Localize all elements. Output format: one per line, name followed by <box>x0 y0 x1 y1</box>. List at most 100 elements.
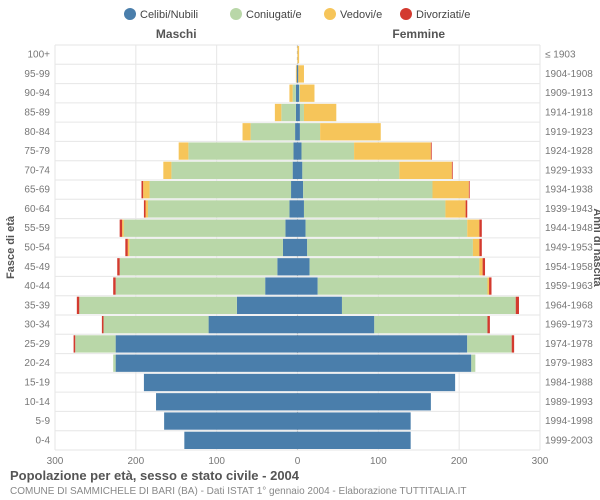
female-bar-v <box>320 123 381 140</box>
female-bar-v <box>354 142 431 159</box>
male-bar-c <box>144 374 298 391</box>
male-bar-c <box>296 85 298 102</box>
female-header: Femmine <box>392 27 445 41</box>
age-label: 15-19 <box>24 378 50 389</box>
age-label: 75-79 <box>24 146 50 157</box>
female-bar-v <box>304 104 336 121</box>
female-bar-c <box>298 335 468 352</box>
male-bar-d <box>120 220 122 237</box>
left-axis-title: Fasce di età <box>5 215 17 279</box>
female-bar-c <box>298 220 306 237</box>
age-label: 90-94 <box>24 88 50 99</box>
male-bar-c <box>164 412 297 429</box>
x-tick: 100 <box>208 456 225 467</box>
male-bar-c <box>296 104 298 121</box>
male-bar-m <box>113 355 115 372</box>
female-bar-v <box>399 162 452 179</box>
female-bar-c <box>298 162 303 179</box>
male-bar-m <box>129 239 283 256</box>
male-header: Maschi <box>156 27 197 41</box>
female-bar-m <box>310 258 480 275</box>
female-bar-v <box>479 258 482 275</box>
legend-conj-label: Coniugati/e <box>246 9 302 21</box>
male-bar-m <box>293 85 296 102</box>
x-tick: 200 <box>451 456 468 467</box>
year-label: 1909-1913 <box>545 88 593 99</box>
female-bar-m <box>302 142 355 159</box>
female-bar-d <box>487 316 489 333</box>
female-bar-m <box>300 104 304 121</box>
female-bar-c <box>298 142 302 159</box>
male-bar-m <box>281 104 296 121</box>
year-label: 1954-1958 <box>545 262 593 273</box>
male-bar-v <box>143 181 149 198</box>
female-bar-c <box>298 200 304 217</box>
male-bar-m <box>104 316 209 333</box>
female-bar-v <box>298 65 304 82</box>
year-label: 1989-1993 <box>545 397 593 408</box>
male-bar-v <box>289 85 292 102</box>
age-label: 20-24 <box>24 358 50 369</box>
age-label: 0-4 <box>36 435 51 446</box>
male-bar-d <box>102 316 104 333</box>
male-bar-c <box>297 65 298 82</box>
male-bar-c <box>116 335 298 352</box>
female-bar-m <box>318 277 488 294</box>
male-bar-m <box>116 277 266 294</box>
female-bar-c <box>298 316 375 333</box>
age-label: 60-64 <box>24 204 50 215</box>
female-bar-v <box>467 220 479 237</box>
male-bar-c <box>116 355 298 372</box>
male-bar-c <box>209 316 298 333</box>
year-label: 1934-1938 <box>545 185 593 196</box>
female-bar-m <box>471 355 475 372</box>
male-bar-c <box>293 142 297 159</box>
year-label: ≤ 1903 <box>545 50 576 61</box>
chart-title: Popolazione per età, sesso e stato civil… <box>10 468 300 483</box>
male-bar-c <box>277 258 297 275</box>
male-bar-m <box>75 335 115 352</box>
female-bar-m <box>304 200 445 217</box>
year-label: 1994-1998 <box>545 416 593 427</box>
female-bar-d <box>452 162 453 179</box>
male-bar-c <box>293 162 298 179</box>
age-label: 5-9 <box>36 416 51 427</box>
female-bar-m <box>300 123 320 140</box>
male-bar-m <box>120 258 278 275</box>
year-label: 1959-1963 <box>545 281 593 292</box>
female-bar-c <box>298 181 304 198</box>
male-bar-v <box>243 123 251 140</box>
year-label: 1949-1953 <box>545 243 593 254</box>
female-bar-v <box>300 85 315 102</box>
legend-celib-label: Celibi/Nubili <box>140 9 198 21</box>
age-label: 65-69 <box>24 185 50 196</box>
female-bar-m <box>467 335 511 352</box>
female-bar-d <box>469 181 470 198</box>
female-bar-m <box>303 181 432 198</box>
age-label: 85-89 <box>24 108 50 119</box>
female-bar-v <box>473 239 479 256</box>
x-tick: 300 <box>532 456 549 467</box>
female-bar-d <box>489 277 491 294</box>
x-tick: 300 <box>47 456 64 467</box>
female-bar-c <box>298 297 342 314</box>
age-label: 70-74 <box>24 165 50 176</box>
male-bar-d <box>141 181 143 198</box>
male-bar-m <box>148 200 289 217</box>
male-bar-v <box>179 142 189 159</box>
population-pyramid: Celibi/NubiliConiugati/eVedovi/eDivorzia… <box>0 0 600 500</box>
male-bar-v <box>146 200 148 217</box>
legend-div-swatch <box>400 8 412 20</box>
female-bar-m <box>307 239 473 256</box>
male-bar-m <box>251 123 295 140</box>
male-bar-c <box>283 239 298 256</box>
female-bar-c <box>298 65 299 82</box>
legend-conj-swatch <box>230 8 242 20</box>
x-tick: 0 <box>295 456 301 467</box>
age-label: 40-44 <box>24 281 50 292</box>
male-bar-c <box>289 200 297 217</box>
year-label: 1939-1943 <box>545 204 593 215</box>
age-label: 25-29 <box>24 339 50 350</box>
male-bar-v <box>296 65 297 82</box>
female-bar-d <box>516 297 519 314</box>
